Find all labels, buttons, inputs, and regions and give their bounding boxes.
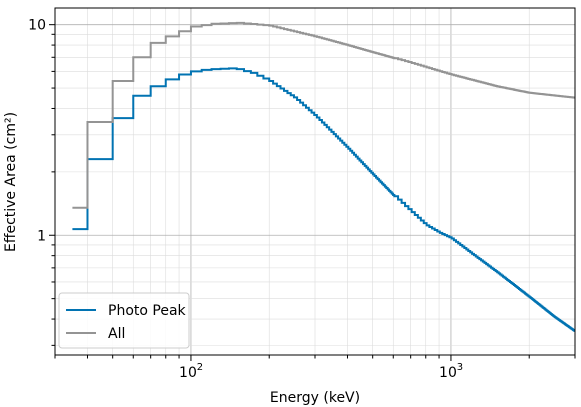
legend: Photo Peak All <box>58 292 190 349</box>
legend-label-all: All <box>108 326 125 342</box>
series-layer <box>72 21 576 332</box>
legend-box <box>58 292 190 349</box>
grid-lines <box>54 8 576 355</box>
x-axis-label: Energy (keV) <box>270 390 360 406</box>
y-tick-label: 1 <box>37 228 46 244</box>
x-tick-label: 10 <box>439 365 457 381</box>
y-axis-label: Effective Area (cm²) <box>3 112 19 252</box>
x-tick-label: 10 <box>179 365 197 381</box>
y-tick-labels: 1 10 <box>28 18 46 245</box>
series-line-all <box>72 21 576 209</box>
x-tick-label-exponent: 3 <box>457 362 463 373</box>
axis-ticks <box>49 24 576 361</box>
series-line-photo-peak <box>72 67 576 332</box>
x-tick-label-exponent: 2 <box>197 362 203 373</box>
x-tick-labels: 10 2 10 3 <box>179 362 463 381</box>
y-tick-label: 10 <box>28 18 46 34</box>
legend-label-photo-peak: Photo Peak <box>108 303 187 319</box>
